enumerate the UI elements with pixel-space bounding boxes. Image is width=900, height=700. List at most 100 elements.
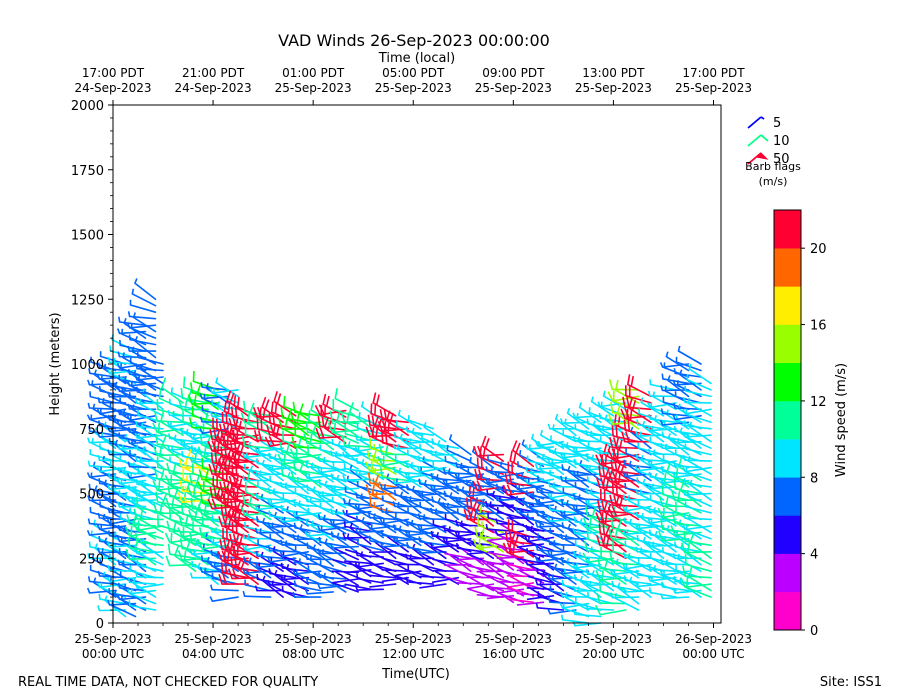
wind-barb: [659, 593, 690, 600]
barb-half: [209, 596, 214, 602]
barb-shaft: [369, 583, 397, 588]
barb-full: [198, 527, 203, 538]
barb-half: [449, 434, 453, 440]
wind-barb: [215, 377, 239, 398]
barb-half: [106, 576, 111, 583]
barb-half: [98, 478, 101, 484]
barb-full: [167, 543, 171, 555]
barb-shaft: [649, 591, 677, 598]
barb-half: [280, 562, 284, 569]
barb-full: [469, 498, 473, 509]
y-tick-label: 0: [96, 617, 104, 632]
barb-half: [117, 524, 121, 531]
barb-full: [325, 395, 330, 407]
y-tick-label: 500: [79, 488, 104, 503]
barb-full: [627, 374, 631, 385]
barb-half: [134, 432, 138, 439]
barb-full: [181, 503, 184, 515]
barb-full: [627, 420, 631, 432]
barb-full: [165, 555, 171, 566]
barb-half: [98, 420, 101, 426]
barb-half: [405, 426, 409, 432]
barb-shaft: [243, 595, 272, 598]
barb-half: [88, 425, 91, 432]
barb-half: [397, 409, 401, 416]
barb-half: [127, 311, 131, 317]
barb-shaft: [88, 473, 117, 479]
top-tick-label-time: 05:00 PDT: [382, 66, 445, 80]
x-tick-label-date: 25-Sep-2023: [475, 632, 552, 646]
barb-shaft: [662, 378, 690, 385]
barb-half: [674, 541, 677, 547]
barb-half: [331, 438, 334, 445]
barb-half: [548, 504, 551, 510]
barb-half: [87, 553, 91, 559]
barb-full: [226, 552, 230, 564]
barb-half: [661, 431, 664, 437]
barb-shaft: [268, 583, 297, 586]
barb-half: [360, 401, 365, 407]
barb-shaft: [536, 606, 565, 611]
barb-full: [227, 460, 231, 472]
barb-shaft: [137, 356, 164, 365]
barb-full: [474, 468, 479, 480]
barb-shaft: [88, 522, 117, 527]
barb-shaft: [356, 588, 385, 591]
colorbar-segment: [774, 210, 801, 249]
barb-half: [118, 490, 121, 496]
barb-full: [228, 533, 233, 545]
barb-half: [673, 460, 676, 466]
barb-half: [684, 385, 687, 392]
barb-half: [87, 379, 91, 386]
barb-full: [237, 396, 240, 408]
barb-half: [648, 471, 651, 478]
top-tick-label-time: 09:00 PDT: [482, 66, 545, 80]
barb-full: [234, 407, 238, 418]
barb-full: [375, 428, 379, 440]
wind-barb: [106, 576, 137, 583]
barb-half: [358, 411, 361, 418]
barb-full: [157, 422, 160, 433]
wind-barb: [679, 427, 702, 450]
barb-full: [224, 563, 228, 574]
barb-shaft: [118, 587, 147, 592]
barb-half: [356, 573, 359, 579]
barb-half: [211, 515, 214, 521]
x-tick-label-date: 25-Sep-2023: [175, 632, 252, 646]
barb-half: [167, 410, 171, 416]
barb-half: [86, 587, 91, 594]
barb-half: [495, 483, 499, 490]
barb-full: [375, 394, 380, 405]
barb-half: [516, 495, 519, 502]
colorbar-segment: [774, 324, 801, 364]
barb-full: [210, 452, 214, 463]
barb-half: [561, 579, 564, 586]
colorbar-tick-label: 4: [810, 548, 818, 563]
barb-shaft: [611, 537, 640, 541]
barb-full: [201, 515, 204, 527]
barb-shaft: [574, 589, 602, 592]
barb-full: [136, 497, 139, 508]
barb-full: [385, 433, 388, 444]
barb-half: [683, 420, 686, 426]
wind-barb: [132, 312, 157, 333]
barb-half: [573, 574, 577, 580]
barb-full: [261, 396, 267, 408]
barb-half: [431, 496, 434, 502]
barb-half: [107, 449, 111, 455]
barb-half: [465, 479, 469, 485]
top-tick-label-date: 25-Sep-2023: [475, 81, 552, 95]
barb-half: [660, 466, 664, 472]
barb-half: [106, 484, 111, 490]
barb-half: [534, 521, 539, 528]
x-tick-label-date: 26-Sep-2023: [675, 632, 752, 646]
barb-shaft: [649, 544, 677, 548]
barb-full: [236, 546, 239, 558]
barb-full: [237, 512, 241, 524]
barb-shaft: [111, 604, 137, 618]
colorbar-segment: [774, 362, 801, 402]
wind-barb: [418, 575, 447, 579]
barb-half: [486, 489, 489, 495]
barb-shaft: [624, 556, 652, 560]
barb-shaft: [281, 543, 310, 547]
